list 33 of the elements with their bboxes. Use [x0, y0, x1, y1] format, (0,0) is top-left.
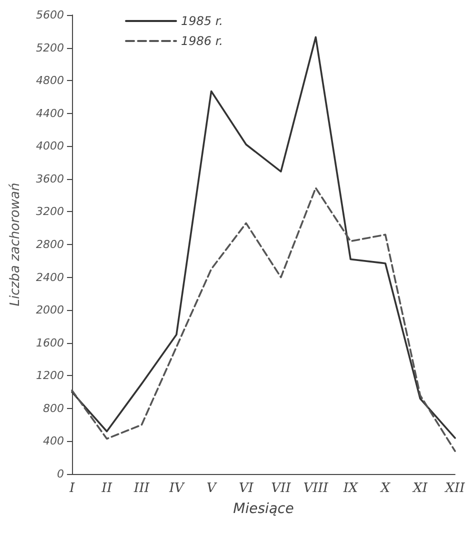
x-tick-label: X — [380, 481, 391, 496]
x-tick-label: II — [100, 481, 113, 496]
y-tick-label: 0 — [57, 468, 64, 480]
x-axis-title: Miesiące — [233, 501, 294, 517]
x-tick-label: III — [132, 481, 150, 496]
y-tick-label: 3600 — [36, 172, 64, 186]
x-tick-label: I — [68, 481, 76, 496]
y-tick-label: 1600 — [36, 336, 64, 350]
y-axis-title: Liczba zachorowań — [8, 182, 23, 306]
x-tick-label: V — [206, 481, 218, 496]
y-tick-label: 800 — [43, 402, 64, 415]
x-tick-label: VIII — [303, 481, 329, 496]
y-tick-label: 2400 — [36, 270, 64, 284]
line-series — [71, 187, 456, 452]
y-tick-label: 5200 — [36, 41, 64, 54]
y-tick-label: 3200 — [36, 205, 64, 218]
y-tick-label: 4000 — [36, 140, 64, 153]
y-tick-label: 400 — [43, 434, 64, 448]
y-tick-label: 2000 — [36, 304, 64, 317]
y-tick-label: 1200 — [36, 369, 64, 382]
x-tick-label: VII — [271, 481, 292, 496]
y-tick-label: 4800 — [36, 74, 64, 88]
x-tick-label: XII — [444, 481, 466, 496]
x-tick-label: VI — [238, 481, 254, 496]
y-tick-label: 4400 — [36, 106, 64, 120]
legend-label: 1985 r. — [181, 14, 223, 28]
x-tick-label: XI — [412, 481, 428, 496]
y-tick-label: 2800 — [36, 238, 64, 251]
y-tick-label: 5600 — [36, 8, 64, 22]
x-tick-label: IX — [342, 481, 358, 496]
x-tick-label: IV — [168, 481, 186, 496]
line-series — [71, 36, 456, 439]
legend-label: 1986 r. — [181, 34, 223, 48]
